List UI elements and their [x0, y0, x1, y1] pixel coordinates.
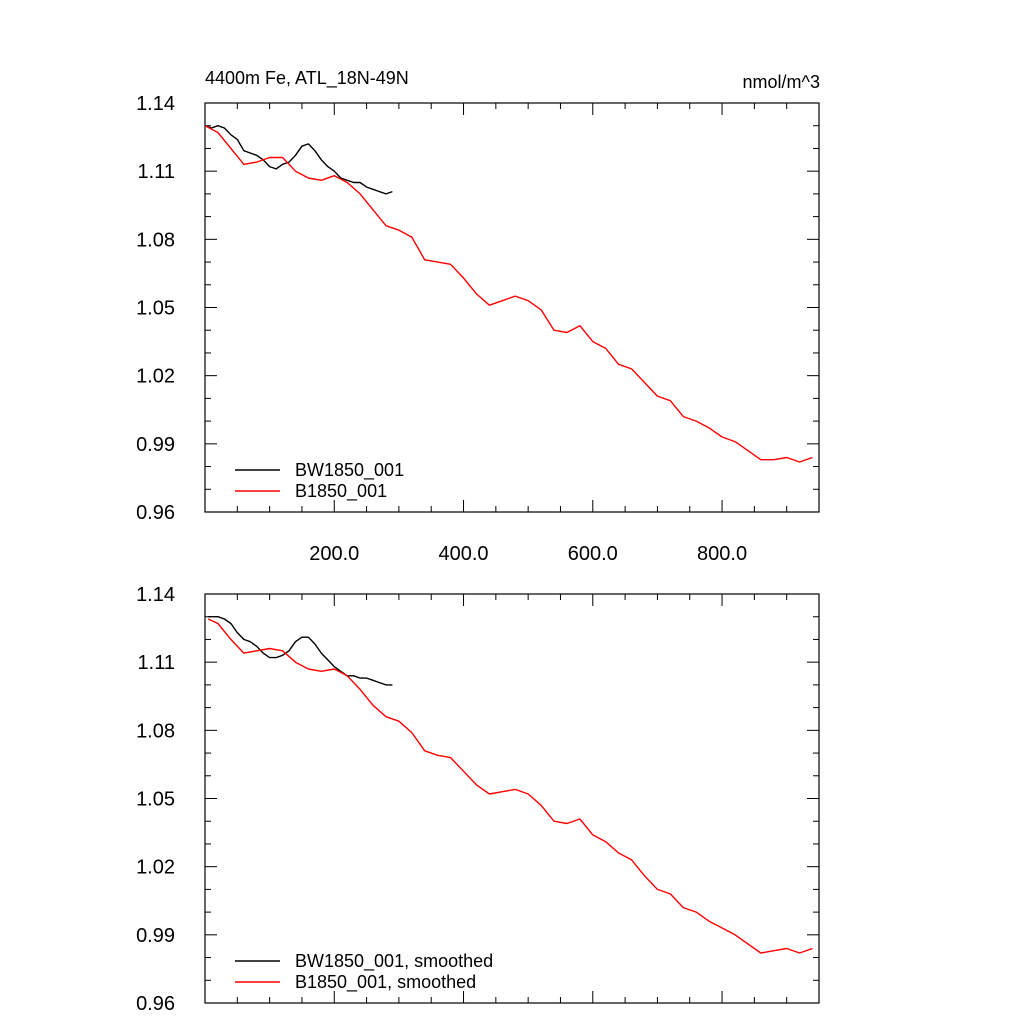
- legend: BW1850_001, smoothed B1850_001, smoothed: [235, 951, 493, 993]
- y-tick-label: 1.14: [136, 93, 175, 115]
- y-tick-label: 1.08: [136, 720, 175, 742]
- top-panel: 4400m Fe, ATL_18N-49N nmol/m^3 BW1850_00…: [136, 68, 820, 565]
- y-tick-label: 0.96: [136, 502, 175, 524]
- x-tick-label: 200.0: [309, 543, 359, 565]
- legend-label-b1850: B1850_001: [295, 481, 387, 502]
- legend-label-b1850-smoothed: B1850_001, smoothed: [295, 972, 476, 993]
- y-tick-label: 1.05: [136, 789, 175, 811]
- plot-frame: [204, 593, 820, 1004]
- y-tick-label: 0.99: [136, 434, 175, 456]
- y-tick-label: 0.96: [136, 993, 175, 1015]
- legend-label-bw1850-smoothed: BW1850_001, smoothed: [295, 951, 493, 972]
- series-line-bw1850-001: [204, 124, 393, 195]
- y-tick-label: 1.11: [138, 161, 175, 183]
- chart-title: 4400m Fe, ATL_18N-49N: [205, 68, 409, 89]
- y-tick-label: 1.08: [136, 229, 175, 251]
- bottom-panel: BW1850_001, smoothed B1850_001, smoothed…: [136, 584, 820, 1015]
- y-tick-label: 1.14: [136, 584, 175, 606]
- series-line-b1850-001-smoothed: [207, 618, 813, 954]
- y-tick-label: 1.11: [138, 652, 175, 674]
- legend-label-bw1850: BW1850_001: [295, 460, 404, 481]
- y-tick-label: 1.02: [136, 366, 175, 388]
- y-tick-label: 1.02: [136, 857, 175, 879]
- series-line-b1850-001: [204, 125, 813, 463]
- x-tick-label: 600.0: [568, 543, 618, 565]
- x-tick-label: 800.0: [697, 543, 747, 565]
- y-tick-label: 0.99: [136, 925, 175, 947]
- legend: BW1850_001 B1850_001: [235, 460, 404, 502]
- series-line-bw1850-001-smoothed: [208, 616, 393, 686]
- plot-frame: [204, 102, 820, 513]
- y-tick-label: 1.05: [136, 298, 175, 320]
- x-tick-label: 400.0: [438, 543, 488, 565]
- chart-units: nmol/m^3: [743, 72, 820, 92]
